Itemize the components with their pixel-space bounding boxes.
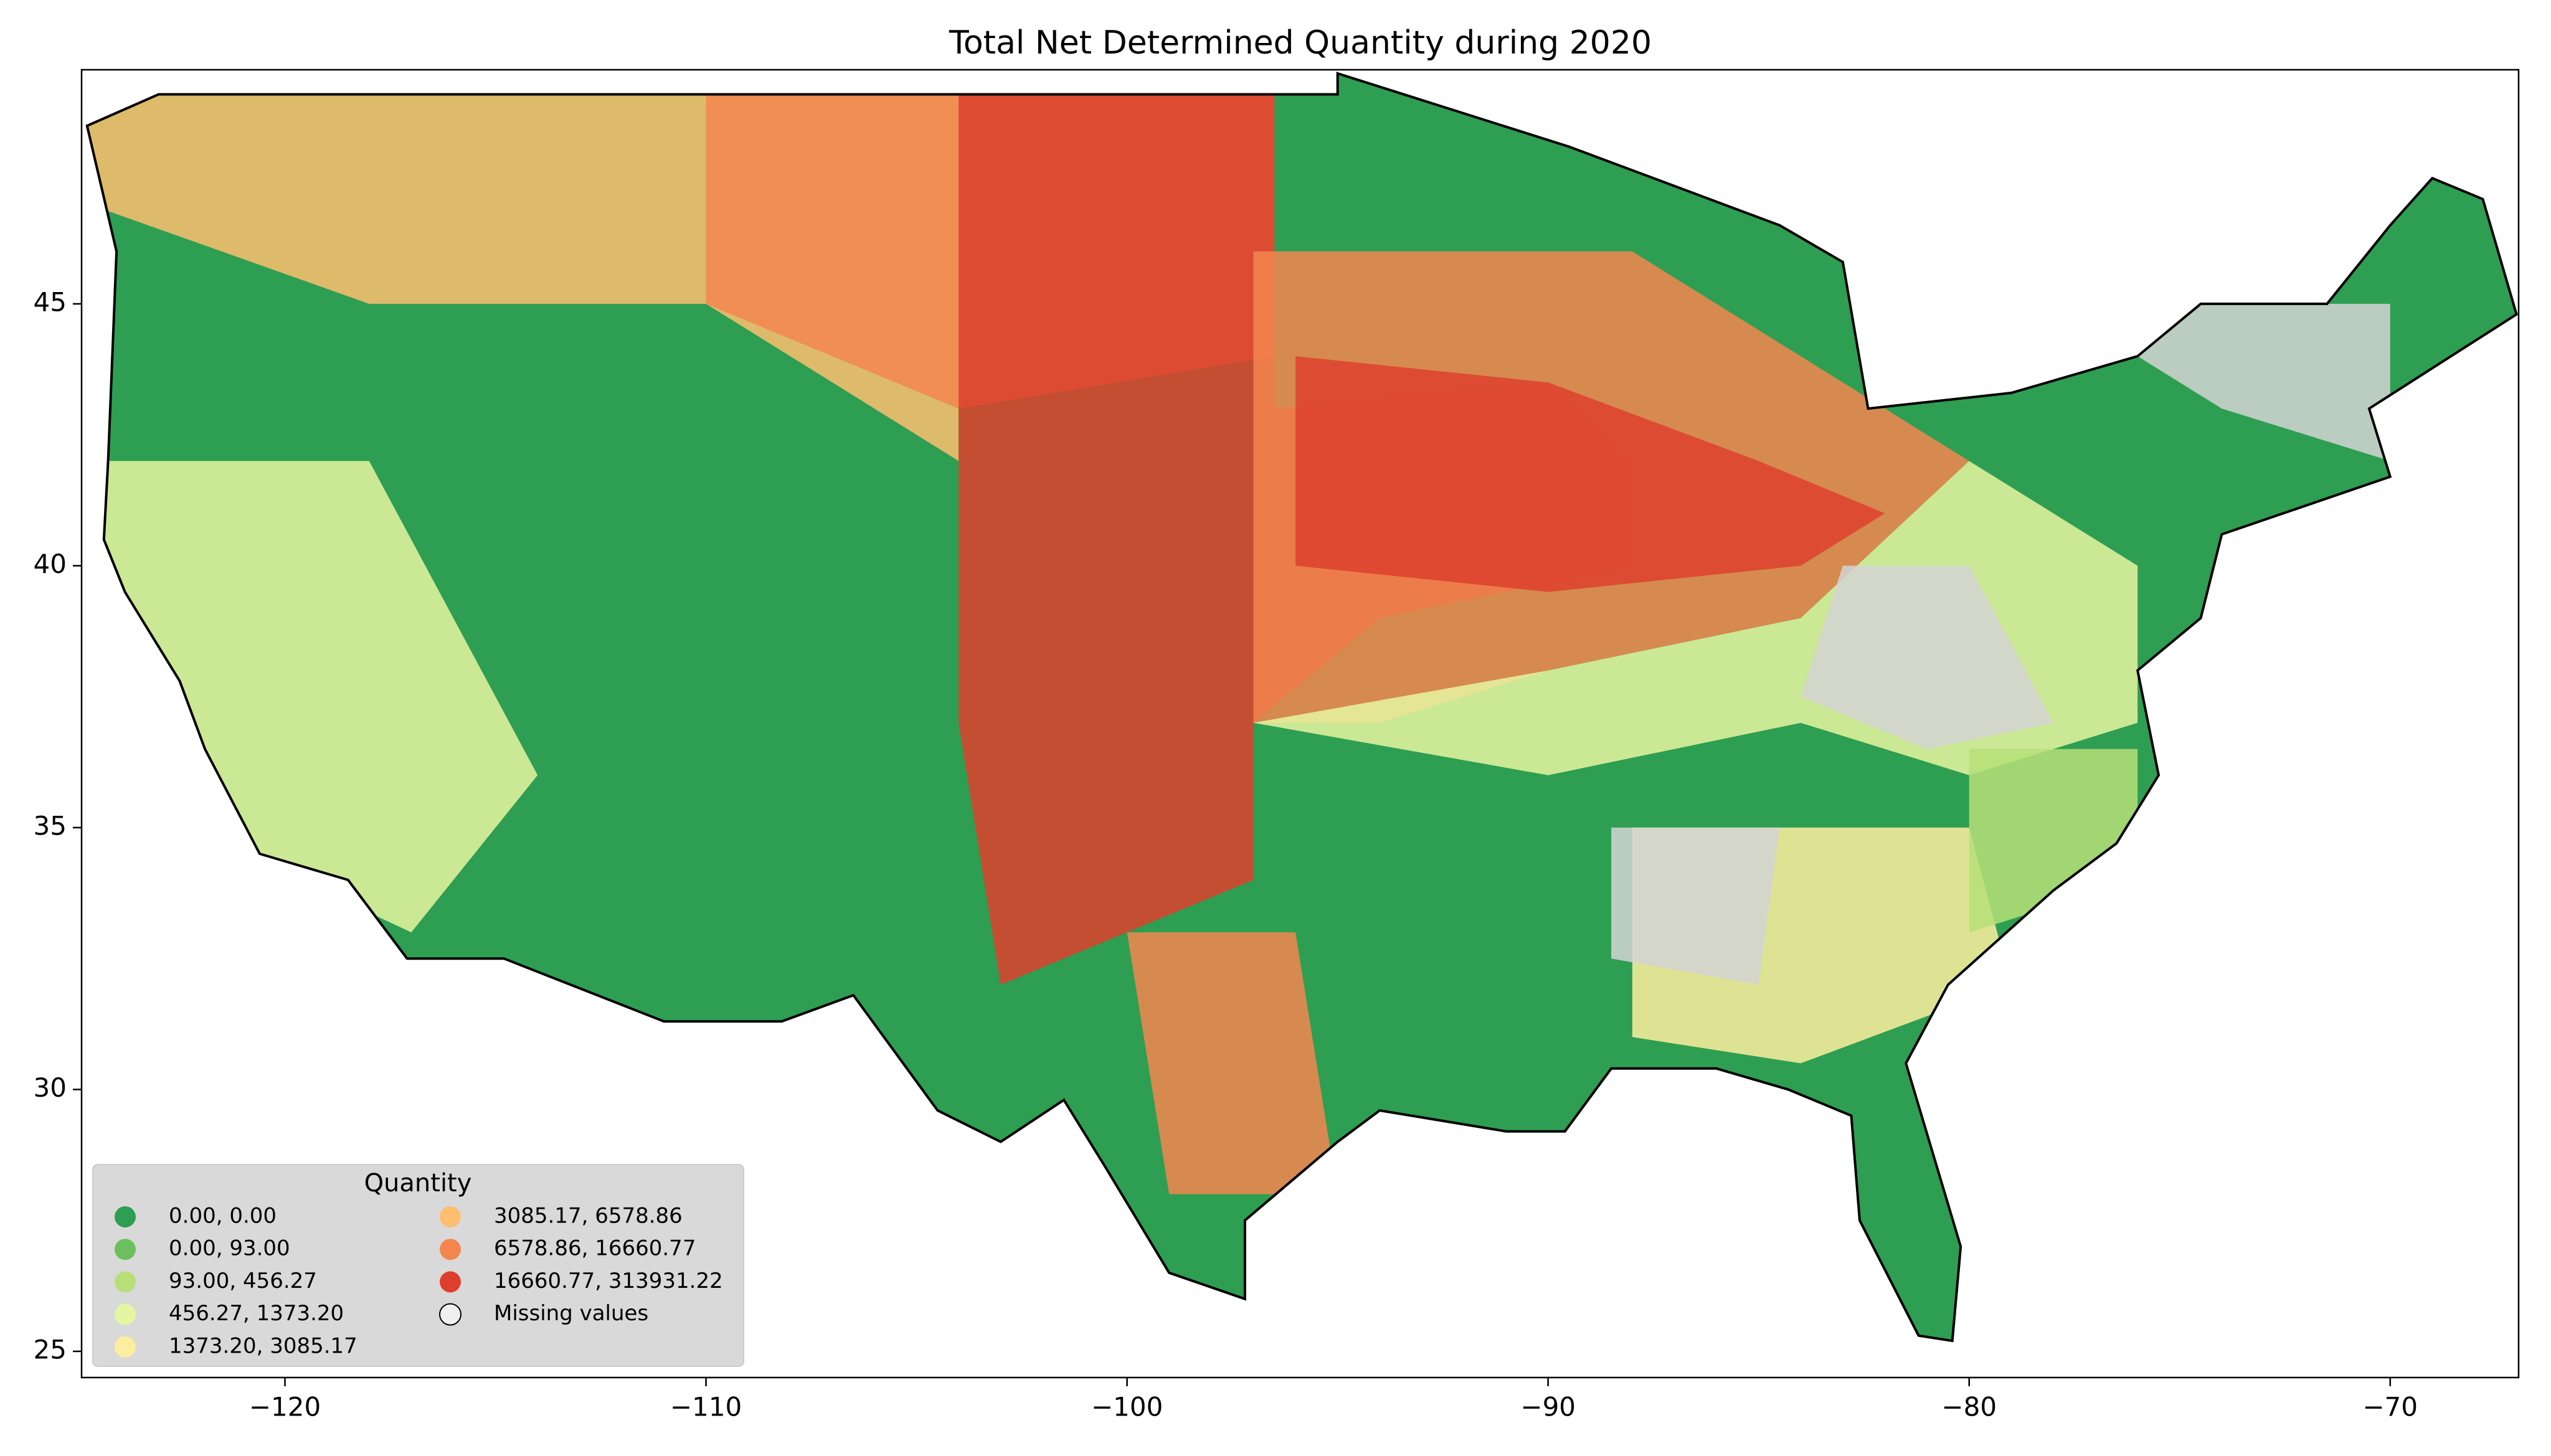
y-tick-label: 25 bbox=[34, 1334, 67, 1364]
legend-marker bbox=[115, 1271, 136, 1293]
axes-frame bbox=[80, 69, 2520, 1379]
legend-marker bbox=[440, 1206, 461, 1227]
x-tick-label: −70 bbox=[2362, 1392, 2418, 1422]
x-tick-label: −120 bbox=[249, 1392, 321, 1422]
y-tick-label: 45 bbox=[34, 286, 67, 317]
legend-marker bbox=[439, 1303, 461, 1326]
legend-label: 0.00, 0.00 bbox=[169, 1204, 277, 1229]
legend-label: 16660.77, 313931.22 bbox=[494, 1269, 723, 1293]
legend-marker bbox=[115, 1303, 136, 1325]
x-tick-label: −90 bbox=[1520, 1392, 1576, 1422]
legend-box bbox=[92, 1164, 744, 1367]
x-tick-label: −110 bbox=[670, 1392, 742, 1422]
legend-label: 0.00, 93.00 bbox=[169, 1236, 290, 1261]
y-tick-label: 30 bbox=[34, 1072, 67, 1103]
legend-label: 1373.20, 3085.17 bbox=[169, 1333, 357, 1358]
legend-marker bbox=[115, 1206, 136, 1227]
legend-marker bbox=[440, 1239, 461, 1260]
legend-title: Quantity bbox=[364, 1169, 472, 1198]
x-tick-label: −100 bbox=[1091, 1392, 1163, 1422]
y-tick-label: 40 bbox=[34, 549, 67, 579]
legend-label: 93.00, 456.27 bbox=[169, 1269, 317, 1293]
region bbox=[1611, 827, 1780, 985]
region bbox=[1295, 356, 1885, 592]
outline bbox=[85, 72, 2518, 1343]
legend-label: 6578.86, 16660.77 bbox=[494, 1236, 696, 1261]
region bbox=[1801, 565, 2053, 749]
legend-label: Missing values bbox=[494, 1301, 648, 1326]
legend-label: 3085.17, 6578.86 bbox=[494, 1204, 683, 1229]
legend-marker bbox=[115, 1336, 136, 1358]
legend-marker bbox=[115, 1239, 136, 1260]
x-tick-label: −80 bbox=[1941, 1392, 1997, 1422]
region bbox=[1127, 932, 1338, 1194]
legend-label: 456.27, 1373.20 bbox=[169, 1301, 344, 1326]
legend-marker bbox=[440, 1271, 461, 1293]
map-regions bbox=[87, 73, 2517, 1341]
y-tick-label: 35 bbox=[34, 810, 67, 841]
region bbox=[1969, 749, 2138, 933]
map-title: Total Net Determined Quantity during 202… bbox=[949, 24, 1652, 62]
legend: Quantity 0.00, 0.00 0.00, 93.00 93.00, 456.… bbox=[92, 1164, 744, 1367]
